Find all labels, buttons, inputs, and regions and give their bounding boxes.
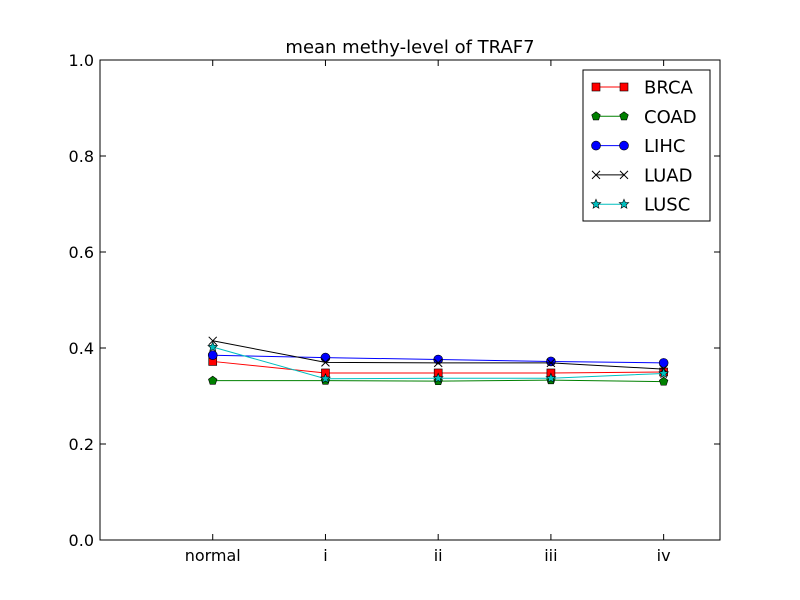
data-point-luad xyxy=(321,358,330,367)
data-point-lusc xyxy=(319,372,331,384)
y-tick-label: 0.2 xyxy=(69,435,94,454)
data-point-lihc xyxy=(207,350,218,361)
data-point-coad xyxy=(208,375,218,385)
y-tick-label: 0.4 xyxy=(69,339,94,358)
data-point-lihc xyxy=(658,358,669,368)
legend: BRCA COAD LIHC LUAD LUSC xyxy=(582,69,711,222)
y-tick-label: 0.0 xyxy=(69,531,94,550)
legend-marker-start xyxy=(591,140,601,151)
legend-marker-start xyxy=(591,82,601,92)
legend-marker-start xyxy=(591,111,601,121)
y-tick-label: 1.0 xyxy=(69,51,94,70)
data-point-lusc xyxy=(658,367,670,379)
data-point-lihc xyxy=(546,356,556,367)
data-point-lusc xyxy=(432,372,444,383)
x-tick-label: ii xyxy=(434,546,443,565)
data-point-lihc xyxy=(433,354,443,365)
legend-label-luad: LUAD xyxy=(644,165,692,186)
data-point-luad xyxy=(208,336,218,346)
legend-marker-start xyxy=(590,198,602,209)
data-point-luad xyxy=(546,358,556,368)
series-layer xyxy=(207,336,670,386)
legend-entry-brca: BRCA xyxy=(591,78,694,99)
series-lusc xyxy=(207,341,670,384)
data-point-coad xyxy=(659,376,669,386)
plot-frame xyxy=(99,59,721,541)
x-tick-label: normal xyxy=(185,546,241,565)
legend-label-brca: BRCA xyxy=(644,78,694,99)
legend-entry-coad: COAD xyxy=(591,107,697,128)
legend-marker-end xyxy=(619,82,629,92)
legend-entry-luad: LUAD xyxy=(591,165,692,186)
legend-marker-end xyxy=(619,140,629,151)
legend-label-lihc: LIHC xyxy=(644,136,685,157)
x-tick-label: iii xyxy=(544,546,557,565)
legend-label-coad: COAD xyxy=(644,107,697,128)
legend-marker-end xyxy=(619,170,629,180)
series-lihc xyxy=(207,350,669,368)
legend-marker-end xyxy=(619,111,629,121)
data-point-luad xyxy=(433,358,443,368)
legend-marker-end xyxy=(618,198,630,209)
data-point-lusc xyxy=(545,372,557,383)
y-tick-label: 0.8 xyxy=(69,147,94,166)
chart-title: mean methy-level of TRAF7 xyxy=(285,37,534,58)
x-tick-label: i xyxy=(323,546,327,565)
legend-entry-lihc: LIHC xyxy=(591,136,685,157)
data-point-lihc xyxy=(320,352,331,363)
data-point-lusc xyxy=(207,341,219,352)
legend-entry-lusc: LUSC xyxy=(590,195,690,216)
y-tick-label: 0.6 xyxy=(69,243,94,262)
x-tick-label: iv xyxy=(657,546,671,565)
legend-marker-start xyxy=(591,170,601,180)
legend-label-lusc: LUSC xyxy=(644,195,690,216)
